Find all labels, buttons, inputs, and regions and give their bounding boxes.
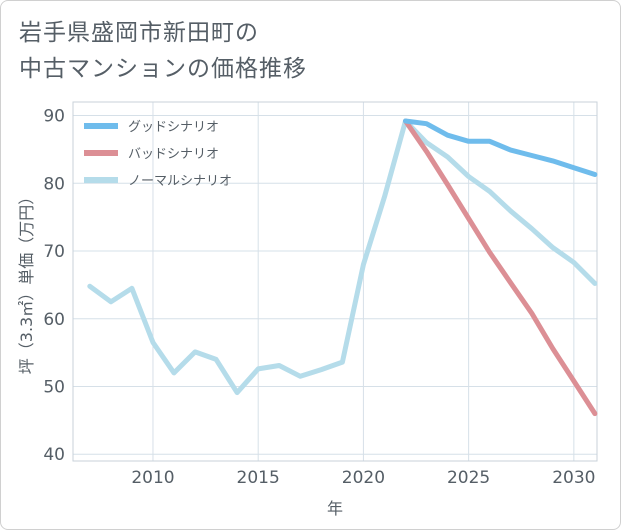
series-lines bbox=[87, 118, 598, 417]
bad-scenario-line bbox=[403, 118, 598, 417]
plot-frame bbox=[72, 101, 598, 462]
x-tick-label: 2020 bbox=[342, 468, 385, 488]
legend-normal-label: ノーマルシナリオ bbox=[128, 174, 232, 189]
x-tick-labels: 2010 2015 2020 2025 2030 bbox=[131, 468, 595, 488]
normal-scenario-line bbox=[87, 118, 598, 396]
chart-title: 岩手県盛岡市新田町の 中古マンションの価格推移 bbox=[19, 15, 307, 87]
y-tick-label: 70 bbox=[43, 242, 65, 262]
legend-good-label: グッドシナリオ bbox=[128, 120, 219, 135]
y-tick-label: 90 bbox=[43, 107, 65, 127]
y-tick-label: 80 bbox=[43, 174, 65, 194]
good-scenario-line bbox=[403, 118, 598, 177]
x-tick-label: 2015 bbox=[237, 468, 280, 488]
legend-bad-label: バッドシナリオ bbox=[128, 147, 219, 162]
y-tick-label: 60 bbox=[43, 310, 65, 330]
chart-title-line-1: 岩手県盛岡市新田町の bbox=[19, 20, 259, 46]
y-tick-labels: 40 50 60 70 80 90 bbox=[43, 107, 65, 466]
y-axis-label: 坪（3.3㎡）単価（万円） bbox=[17, 189, 36, 374]
x-axis-label: 年 bbox=[327, 499, 343, 518]
legend-bad: バッドシナリオ bbox=[84, 147, 219, 162]
x-tick-label: 2025 bbox=[447, 468, 490, 488]
grid bbox=[73, 102, 597, 461]
legend-normal: ノーマルシナリオ bbox=[84, 174, 232, 189]
chart-title-line-2: 中古マンションの価格推移 bbox=[19, 56, 307, 82]
y-tick-label: 40 bbox=[43, 445, 65, 465]
y-tick-label: 50 bbox=[43, 377, 65, 397]
x-tick-label: 2010 bbox=[131, 468, 174, 488]
x-tick-label: 2030 bbox=[552, 468, 595, 488]
legend-good: グッドシナリオ bbox=[84, 120, 219, 135]
